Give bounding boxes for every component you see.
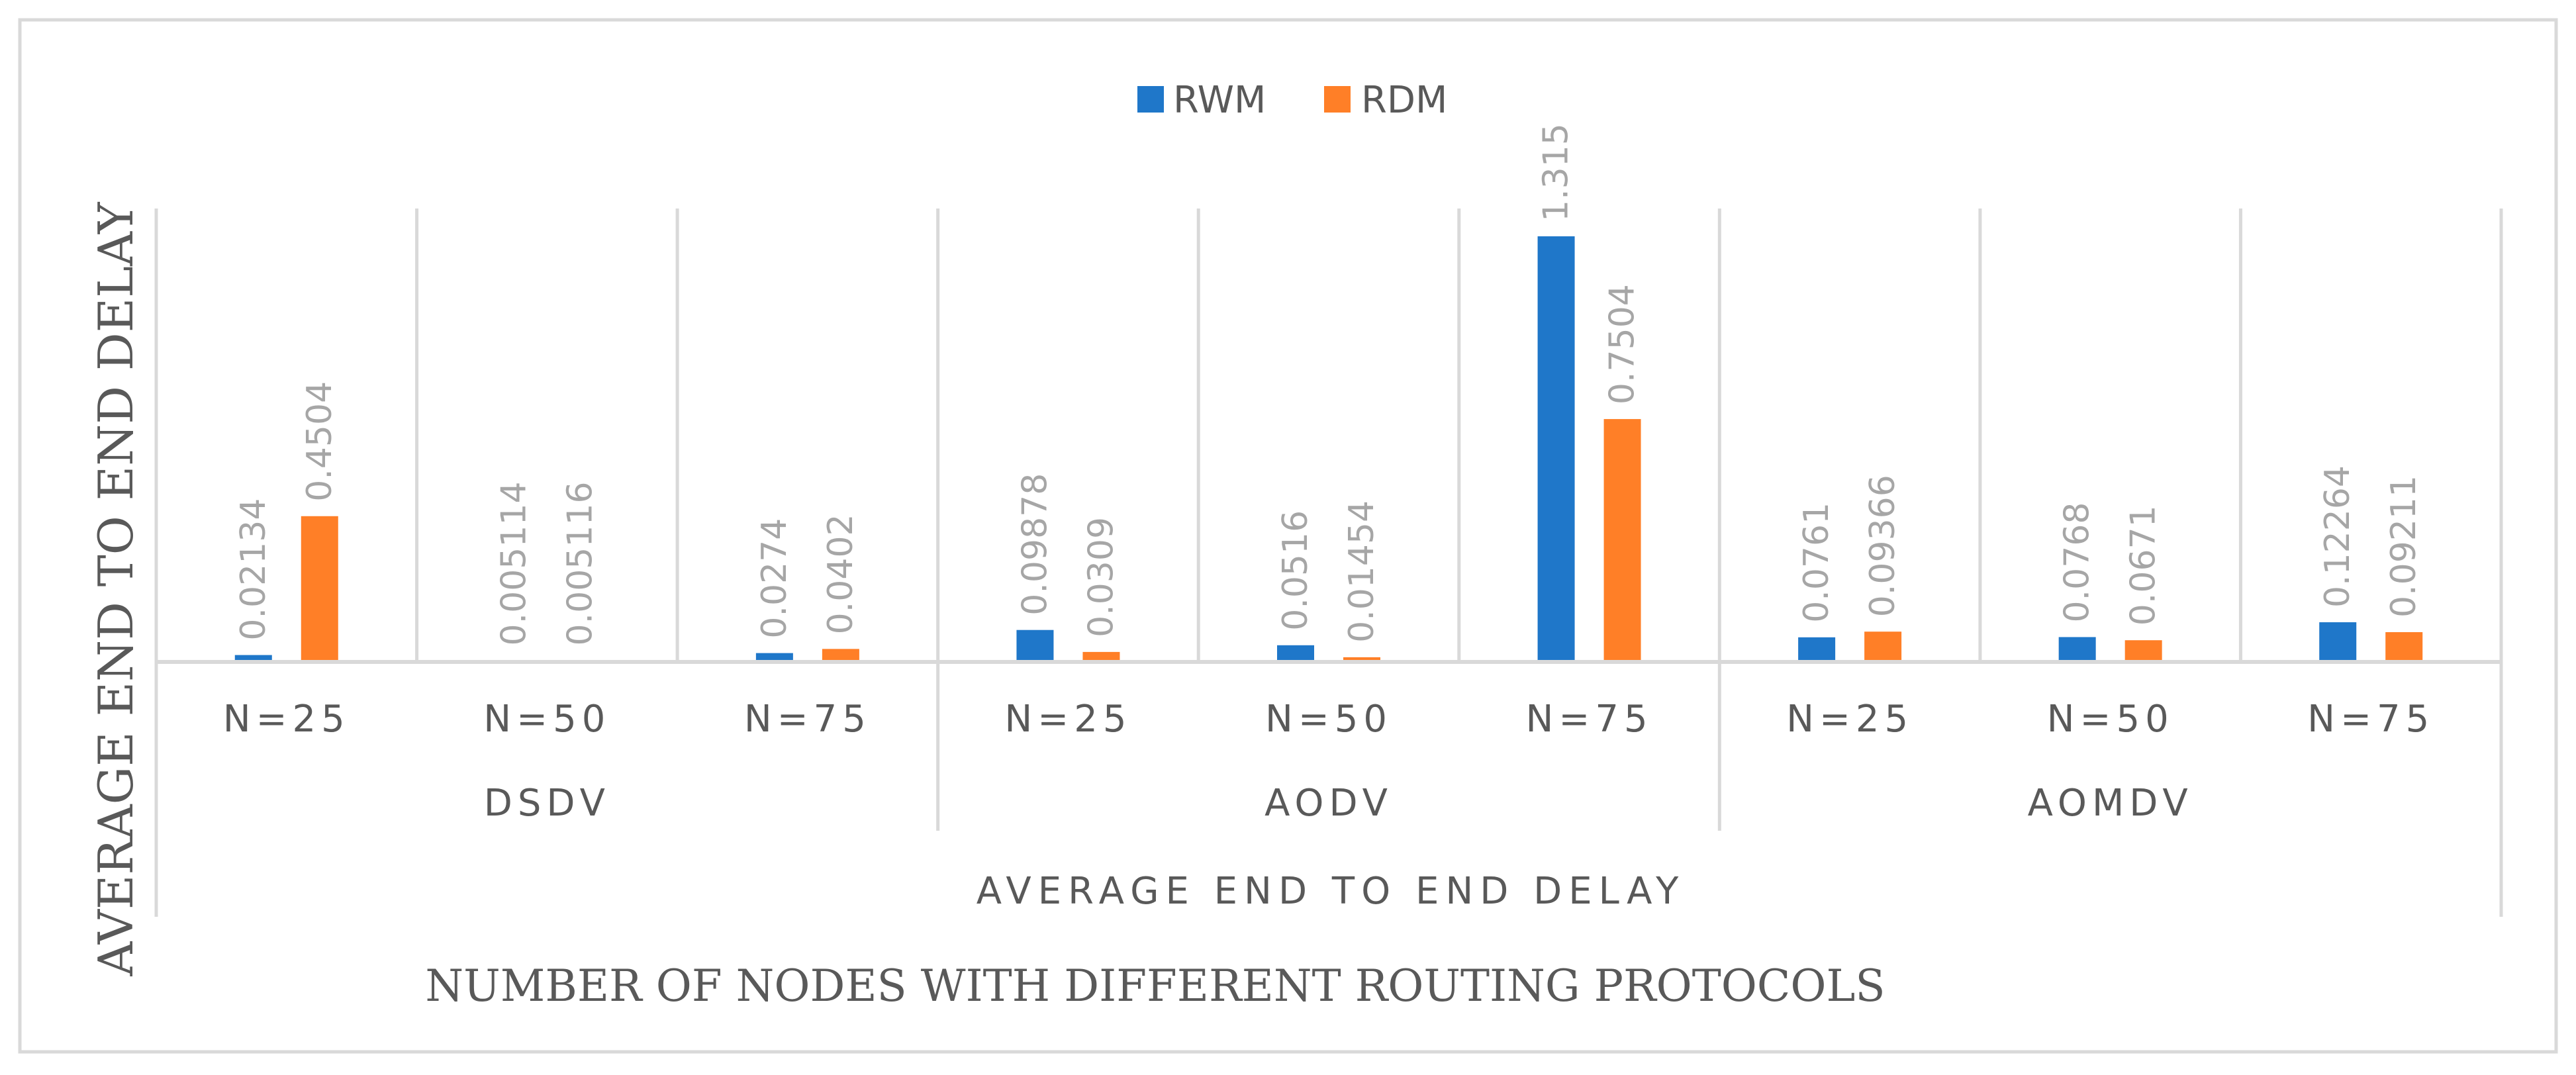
bar-rdm-aomdv-n50 (2124, 640, 2162, 662)
y-axis-label: AVERAGE END TO END DELAY (88, 201, 144, 977)
data-label-rwm: 0.005114 (494, 481, 534, 645)
category-label: N=50 (1265, 698, 1392, 741)
data-label-rwm: 0.12264 (2318, 465, 2358, 608)
category-label: N=50 (483, 698, 610, 741)
data-label-rdm: 0.7504 (1603, 284, 1643, 404)
bar-rwm-aodv-n25 (1016, 630, 1054, 662)
bars (234, 236, 2423, 662)
data-label-rdm: 0.09366 (1863, 475, 1903, 617)
bar-rdm-aodv-n75 (1603, 419, 1641, 662)
legend-swatch-rwm (1137, 86, 1164, 113)
data-label-rwm: 0.0516 (1276, 510, 1315, 631)
bar-rdm-aomdv-n25 (1864, 631, 1902, 662)
data-label-rwm: 0.09878 (1015, 473, 1055, 616)
chart-title: AVERAGE END TO END DELAY (977, 870, 1686, 913)
category-separators (154, 209, 2503, 917)
legend-swatch-rdm (1324, 86, 1351, 113)
category-label: N=75 (744, 698, 871, 741)
data-label-rdm: 0.09211 (2384, 475, 2424, 618)
data-labels: 0.02134 0.4504 0.005114 0.005116 0.0274 0.040… (234, 123, 2424, 645)
category-label: N=25 (1786, 698, 1913, 741)
bar-rwm-aomdv-n25 (1798, 637, 1836, 662)
x-axis-label: NUMBER OF NODES WITH DIFFERENT ROUTING P… (425, 960, 1885, 1011)
legend-label-rdm: RDM (1361, 79, 1447, 122)
data-label-rwm: 0.0768 (2058, 502, 2097, 622)
data-label-rwm: 0.02134 (234, 498, 273, 641)
group-labels: DSDV AODV AOMDV (484, 782, 2193, 825)
category-label: N=25 (1004, 698, 1131, 741)
bar-rwm-aodv-n75 (1537, 236, 1575, 662)
bar-rdm-dsdv-n75 (822, 649, 859, 662)
data-label-rdm: 0.005116 (560, 481, 600, 645)
category-labels: N=25 N=50 N=75 N=25 N=50 N=75 N=25 N=50 N=75 (223, 698, 2434, 741)
category-label: N=75 (2307, 698, 2434, 741)
category-label: N=75 (1526, 698, 1653, 741)
data-label-rwm: 1.315 (1537, 123, 1576, 222)
data-label-rdm: 0.0309 (1081, 517, 1121, 637)
group-label-dsdv: DSDV (484, 782, 610, 825)
data-label-rdm: 0.01454 (1342, 500, 1382, 643)
bar-rdm-aodv-n50 (1343, 657, 1380, 662)
data-label-rwm: 0.0274 (755, 518, 794, 639)
bar-rwm-aomdv-n75 (2319, 622, 2357, 662)
group-label-aodv: AODV (1264, 782, 1393, 825)
bar-rwm-aomdv-n50 (2058, 637, 2096, 662)
category-label: N=25 (223, 698, 350, 741)
data-label-rwm: 0.0761 (1797, 502, 1837, 623)
data-label-rdm: 0.0671 (2124, 505, 2164, 626)
bar-rdm-aomdv-n75 (2385, 631, 2423, 662)
legend: RWM RDM (1137, 79, 1447, 122)
bar-rwm-dsdv-n75 (755, 653, 793, 662)
bar-rwm-aodv-n50 (1277, 645, 1314, 662)
legend-label-rwm: RWM (1173, 79, 1266, 122)
data-label-rdm: 0.4504 (300, 381, 340, 502)
data-label-rdm: 0.0402 (821, 514, 861, 634)
chart-border (18, 18, 2558, 1054)
bar-rdm-dsdv-n25 (301, 516, 338, 662)
group-label-aomdv: AOMDV (2028, 782, 2193, 825)
bar-rwm-dsdv-n25 (234, 655, 272, 662)
bar-rdm-aodv-n25 (1082, 651, 1120, 662)
category-label: N=50 (2047, 698, 2174, 741)
